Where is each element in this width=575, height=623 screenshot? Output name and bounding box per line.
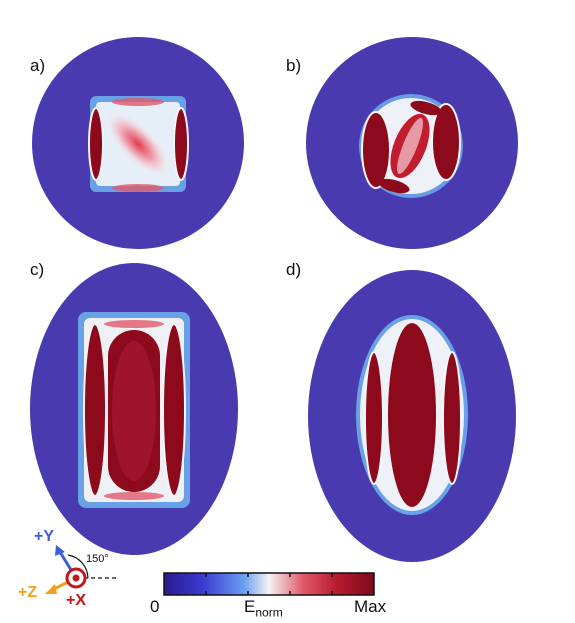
panel-label-a: a) [30, 56, 46, 75]
axes-indicator [45, 545, 118, 594]
panel-d-field-map [308, 270, 516, 562]
panel-c-field-map [30, 263, 238, 555]
panel-a-field-map [32, 37, 244, 249]
angle-label: 150° [86, 553, 109, 565]
axis-z-label: +Z [18, 584, 38, 601]
axis-x-label: +X [66, 592, 87, 609]
colorbar [163, 572, 375, 596]
panel-b-field-map [306, 37, 518, 249]
colorbar-min-label: 0 [150, 597, 160, 616]
colorbar-max-label: Max [354, 597, 387, 616]
panel-label-b: b) [286, 56, 302, 75]
axis-y-label: +Y [34, 528, 55, 545]
panel-label-d: d) [286, 260, 302, 279]
panel-label-c: c) [30, 260, 45, 279]
colorbar-quantity-label: Enorm [244, 597, 283, 620]
